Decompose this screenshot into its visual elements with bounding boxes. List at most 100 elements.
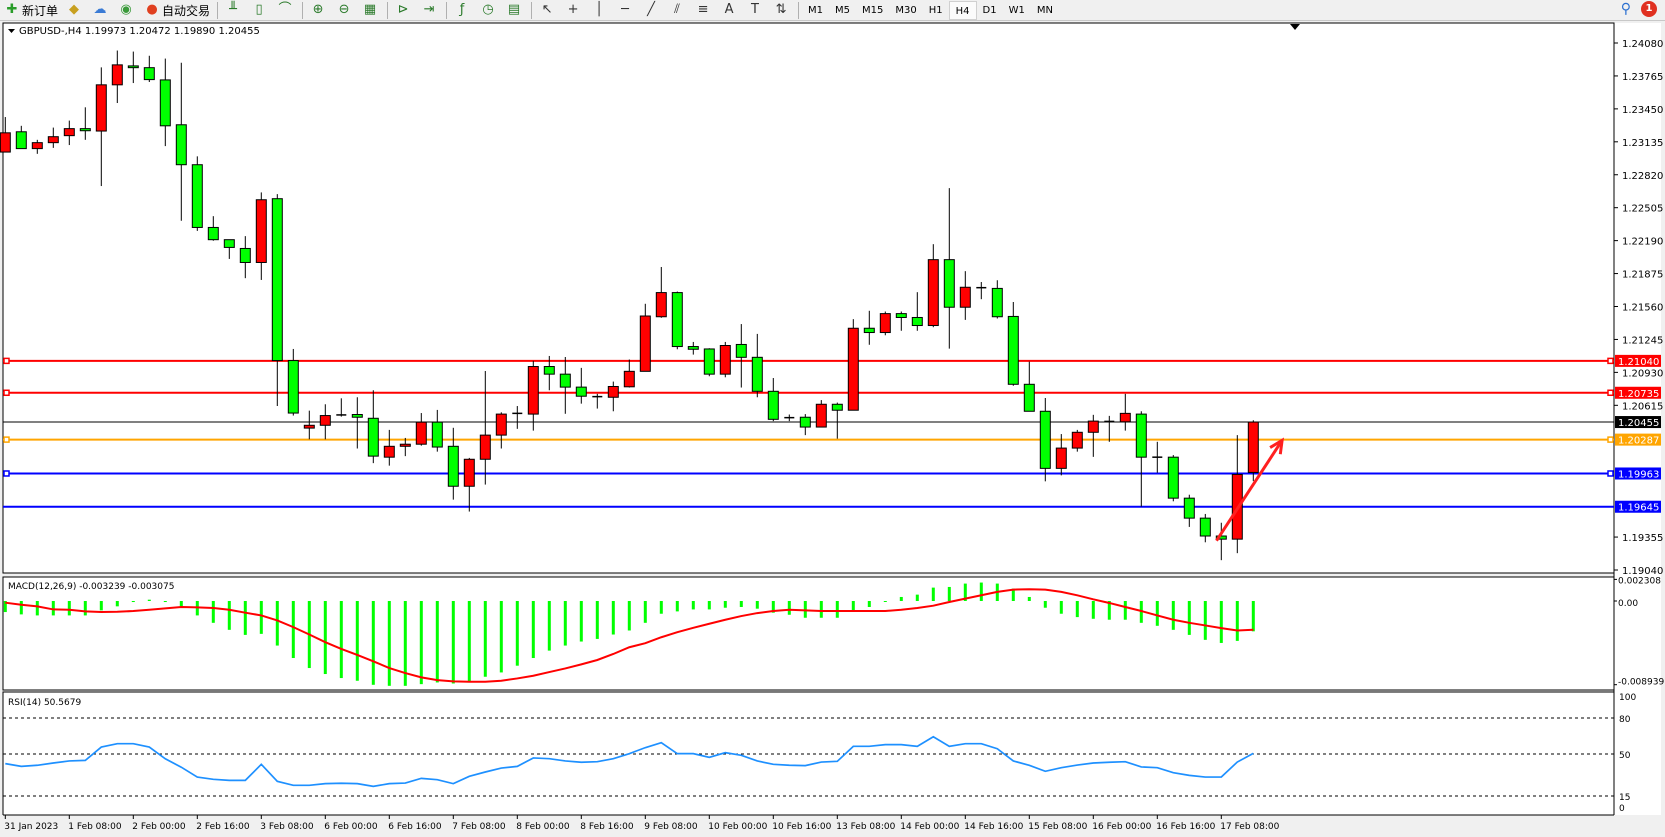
crosshair-button[interactable]: +: [561, 1, 587, 20]
autoscroll-button[interactable]: ⊳: [391, 1, 417, 20]
timeframe-m1[interactable]: M1: [808, 4, 824, 16]
candle[interactable]: [751, 333, 763, 398]
candle[interactable]: [303, 410, 315, 440]
timeframe-w1[interactable]: W1: [1008, 4, 1025, 16]
candle[interactable]: [31, 139, 43, 154]
notification-badge[interactable]: 1: [1641, 1, 1657, 17]
candle[interactable]: [1055, 434, 1067, 476]
tile-windows-button[interactable]: ▦: [358, 1, 384, 20]
candle[interactable]: [607, 381, 619, 412]
candle[interactable]: [575, 367, 587, 404]
candle[interactable]: [0, 117, 11, 153]
candle[interactable]: [976, 282, 987, 300]
candle[interactable]: [127, 51, 139, 84]
candle[interactable]: [623, 359, 635, 388]
candle[interactable]: [111, 50, 123, 104]
candle[interactable]: [911, 292, 923, 331]
candle[interactable]: [703, 348, 715, 377]
candle[interactable]: [191, 156, 203, 231]
fibonacci-button[interactable]: ≡: [691, 1, 717, 20]
candle[interactable]: [287, 348, 299, 416]
chart-shift-marker-icon[interactable]: [1290, 24, 1300, 30]
indicators-button[interactable]: ƒ: [450, 1, 476, 20]
candle[interactable]: [991, 280, 1003, 319]
candle[interactable]: [463, 457, 475, 512]
candle[interactable]: [927, 244, 939, 328]
candle[interactable]: [815, 400, 827, 428]
equidistant-channel-button[interactable]: ⫽: [665, 1, 691, 20]
candle[interactable]: [367, 390, 379, 464]
line-handle-left[interactable]: [3, 436, 10, 443]
search-icon[interactable]: ⚲: [1620, 1, 1631, 17]
toolbar-button-history-center[interactable]: ◆: [62, 1, 88, 20]
candle[interactable]: [399, 437, 411, 457]
timeframe-h4[interactable]: H4: [948, 0, 977, 20]
candle[interactable]: [239, 236, 251, 279]
candle[interactable]: [1104, 415, 1115, 442]
candle[interactable]: [784, 414, 795, 422]
line-handle-left[interactable]: [3, 470, 10, 477]
candle[interactable]: [1183, 494, 1195, 527]
timeframe-d1[interactable]: D1: [982, 4, 997, 16]
candlestick-button[interactable]: ▯: [247, 1, 273, 20]
candle[interactable]: [15, 125, 27, 150]
candle[interactable]: [959, 271, 971, 320]
vertical-line-button[interactable]: │: [587, 1, 613, 20]
toolbar-button-new-order[interactable]: ✚ 新订单: [0, 1, 62, 20]
arrow-head-icon[interactable]: [1269, 437, 1284, 455]
candle[interactable]: [799, 414, 811, 436]
zoom-out-button[interactable]: ⊖: [332, 1, 358, 20]
timeframe-m30[interactable]: M30: [895, 4, 917, 16]
candle[interactable]: [351, 397, 363, 449]
candle[interactable]: [447, 427, 459, 500]
candle[interactable]: [863, 310, 875, 345]
candle[interactable]: [767, 378, 779, 422]
timeframe-mn[interactable]: MN: [1036, 4, 1053, 16]
candle[interactable]: [559, 357, 571, 414]
candle[interactable]: [479, 371, 491, 485]
line-handle-left[interactable]: [3, 389, 10, 397]
candle[interactable]: [336, 398, 347, 417]
candle[interactable]: [319, 404, 331, 440]
candle[interactable]: [527, 360, 539, 431]
candle[interactable]: [143, 55, 155, 83]
candle[interactable]: [639, 303, 651, 372]
candle[interactable]: [1039, 397, 1051, 482]
candle[interactable]: [847, 319, 859, 411]
candle[interactable]: [1119, 393, 1131, 431]
candle[interactable]: [543, 355, 555, 391]
line-handle-right[interactable]: [1607, 357, 1614, 365]
toolbar-button-auto-trading[interactable]: ● 自动交易: [140, 1, 214, 20]
periods-button[interactable]: ◷: [476, 1, 502, 20]
candle[interactable]: [383, 429, 395, 466]
candle[interactable]: [223, 239, 235, 259]
arrow-annotation-line[interactable]: [1215, 439, 1284, 542]
dropdown-triangle-icon[interactable]: [8, 29, 15, 33]
text-button[interactable]: A: [717, 1, 743, 20]
timeframe-h1[interactable]: H1: [928, 4, 943, 16]
candle[interactable]: [495, 412, 507, 449]
candle[interactable]: [687, 341, 699, 355]
candle[interactable]: [255, 192, 267, 280]
candle[interactable]: [1023, 361, 1035, 412]
templates-button[interactable]: ▤: [502, 1, 528, 20]
candle[interactable]: [831, 402, 843, 439]
candle[interactable]: [159, 58, 171, 147]
candle[interactable]: [1087, 414, 1099, 457]
candle[interactable]: [271, 194, 283, 407]
toolbar-button-signal[interactable]: ◉: [114, 1, 140, 20]
candle[interactable]: [655, 266, 667, 318]
cursor-button[interactable]: ↖: [535, 1, 561, 20]
candle[interactable]: [943, 188, 955, 349]
line-handle-right[interactable]: [1607, 436, 1614, 443]
candle[interactable]: [735, 324, 747, 388]
candle[interactable]: [1247, 420, 1259, 482]
candle[interactable]: [415, 413, 427, 446]
trendline-button[interactable]: ╱: [639, 1, 665, 20]
candle[interactable]: [671, 291, 683, 350]
timeframe-m15[interactable]: M15: [862, 4, 884, 16]
horizontal-line-button[interactable]: ─: [613, 1, 639, 20]
candle[interactable]: [719, 341, 731, 378]
candle[interactable]: [79, 107, 91, 140]
line-handle-right[interactable]: [1607, 470, 1614, 477]
